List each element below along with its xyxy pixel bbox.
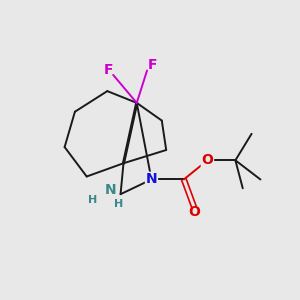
Text: N: N bbox=[104, 183, 116, 197]
Text: F: F bbox=[104, 64, 113, 77]
Text: N: N bbox=[146, 172, 157, 186]
Text: H: H bbox=[115, 200, 124, 209]
Text: O: O bbox=[202, 153, 213, 167]
Text: F: F bbox=[148, 58, 157, 72]
Text: O: O bbox=[188, 205, 200, 219]
Text: H: H bbox=[88, 195, 97, 205]
